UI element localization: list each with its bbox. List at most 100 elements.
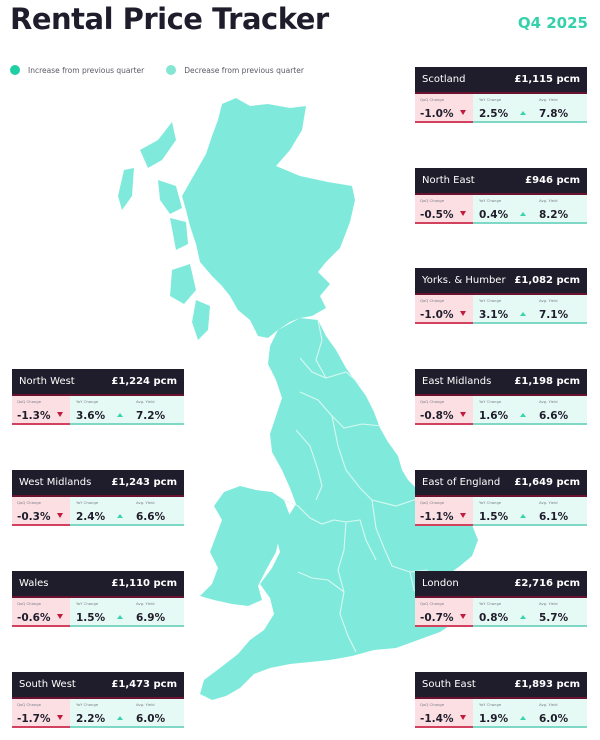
yoy-yield-stats: YoY Change 1.9% Avg. Yield 6.0% (473, 699, 587, 728)
yoy-value: 1.5% (76, 612, 106, 624)
qoq-label: QoQ Change (420, 97, 445, 102)
up-arrow-icon (520, 412, 527, 417)
yield-label: Avg. Yield (539, 298, 558, 303)
down-arrow-icon (57, 715, 64, 720)
yoy-yield-stats: YoY Change 0.8% Avg. Yield 5.7% (473, 598, 587, 627)
region-price: £946 pcm (525, 175, 580, 186)
yoy-yield-stats: YoY Change 1.6% Avg. Yield 6.6% (473, 396, 587, 425)
card-stats: QoQ Change -0.5% YoY Change 0.4% Avg. Yi… (415, 195, 587, 224)
page-title: Rental Price Tracker (10, 2, 329, 36)
region-card-north-east: North East £946 pcm QoQ Change -0.5% YoY… (415, 168, 587, 224)
yield-value: 6.1% (539, 511, 569, 523)
qoq-value: -1.4% (420, 713, 454, 725)
qoq-label: QoQ Change (420, 500, 445, 505)
region-card-south-west: South West £1,473 pcm QoQ Change -1.7% Y… (12, 672, 184, 728)
yoy-value: 2.4% (76, 511, 106, 523)
yoy-label: YoY Change (479, 198, 502, 203)
map-region-england (200, 318, 478, 700)
region-price: £1,110 pcm (111, 578, 177, 589)
yoy-stat: YoY Change 0.8% (479, 601, 539, 625)
yield-value: 6.0% (539, 713, 569, 725)
yield-value: 5.7% (539, 612, 569, 624)
card-stats: QoQ Change -1.0% YoY Change 2.5% Avg. Yi… (415, 94, 587, 123)
yield-value: 6.9% (136, 612, 166, 624)
yoy-yield-stats: YoY Change 2.4% Avg. Yield 6.6% (70, 497, 184, 526)
yoy-stat: YoY Change 1.5% (76, 601, 136, 625)
qoq-value: -1.7% (17, 713, 51, 725)
region-name: Scotland (422, 74, 466, 85)
legend-item-decrease: Decrease from previous quarter (166, 65, 304, 75)
region-name: North East (422, 175, 475, 186)
legend: Increase from previous quarter Decrease … (10, 65, 304, 75)
region-card-north-west: North West £1,224 pcm QoQ Change -1.3% Y… (12, 369, 184, 425)
up-arrow-icon (520, 614, 527, 619)
card-stats: QoQ Change -0.3% YoY Change 2.4% Avg. Yi… (12, 497, 184, 526)
up-arrow-icon (520, 311, 527, 316)
yield-label: Avg. Yield (539, 702, 558, 707)
down-arrow-icon (57, 412, 64, 417)
yield-stat: Avg. Yield 7.1% (539, 298, 587, 322)
yoy-value: 0.4% (479, 209, 509, 221)
legend-item-increase: Increase from previous quarter (10, 65, 144, 75)
card-header: London £2,716 pcm (415, 571, 587, 598)
yield-value: 6.6% (136, 511, 166, 523)
yoy-value: 3.1% (479, 309, 509, 321)
qoq-value: -0.6% (17, 612, 51, 624)
yoy-label: YoY Change (76, 399, 99, 404)
up-arrow-icon (117, 715, 124, 720)
region-name: South West (19, 679, 76, 690)
yield-stat: Avg. Yield 5.7% (539, 601, 587, 625)
yoy-label: YoY Change (479, 298, 502, 303)
yield-label: Avg. Yield (136, 500, 155, 505)
qoq-label: QoQ Change (17, 702, 42, 707)
up-arrow-icon (520, 211, 527, 216)
qoq-value: -0.5% (420, 209, 454, 221)
yoy-stat: YoY Change 3.6% (76, 399, 136, 423)
card-header: Wales £1,110 pcm (12, 571, 184, 598)
card-header: North West £1,224 pcm (12, 369, 184, 396)
yoy-stat: YoY Change 0.4% (479, 198, 539, 222)
yield-label: Avg. Yield (136, 399, 155, 404)
yield-value: 6.0% (136, 713, 166, 725)
card-stats: QoQ Change -0.6% YoY Change 1.5% Avg. Yi… (12, 598, 184, 627)
region-name: East Midlands (422, 376, 492, 387)
yoy-label: YoY Change (479, 500, 502, 505)
region-price: £1,198 pcm (514, 376, 580, 387)
yield-stat: Avg. Yield 8.2% (539, 198, 587, 222)
card-header: South West £1,473 pcm (12, 672, 184, 699)
qoq-stat: QoQ Change -1.0% (415, 94, 473, 123)
card-stats: QoQ Change -0.8% YoY Change 1.6% Avg. Yi… (415, 396, 587, 425)
qoq-stat: QoQ Change -1.0% (415, 295, 473, 324)
card-header: East of England £1,649 pcm (415, 470, 587, 497)
down-arrow-icon (460, 513, 467, 518)
region-price: £1,473 pcm (111, 679, 177, 690)
yield-value: 8.2% (539, 209, 569, 221)
region-card-yorks-humber: Yorks. & Humber £1,082 pcm QoQ Change -1… (415, 268, 587, 324)
yield-label: Avg. Yield (539, 399, 558, 404)
qoq-stat: QoQ Change -0.6% (12, 598, 70, 627)
yoy-label: YoY Change (76, 702, 99, 707)
yoy-stat: YoY Change 1.6% (479, 399, 539, 423)
down-arrow-icon (57, 513, 64, 518)
region-name: West Midlands (19, 477, 92, 488)
qoq-stat: QoQ Change -1.3% (12, 396, 70, 425)
yoy-yield-stats: YoY Change 3.1% Avg. Yield 7.1% (473, 295, 587, 324)
qoq-value: -1.0% (420, 309, 454, 321)
qoq-label: QoQ Change (420, 702, 445, 707)
yoy-value: 3.6% (76, 410, 106, 422)
yoy-yield-stats: YoY Change 2.5% Avg. Yield 7.8% (473, 94, 587, 123)
card-header: West Midlands £1,243 pcm (12, 470, 184, 497)
yoy-value: 1.6% (479, 410, 509, 422)
yoy-yield-stats: YoY Change 1.5% Avg. Yield 6.9% (70, 598, 184, 627)
region-price: £1,893 pcm (514, 679, 580, 690)
card-stats: QoQ Change -1.7% YoY Change 2.2% Avg. Yi… (12, 699, 184, 728)
region-name: Wales (19, 578, 49, 589)
decrease-dot-icon (166, 65, 177, 75)
yoy-value: 2.2% (76, 713, 106, 725)
qoq-value: -1.1% (420, 511, 454, 523)
yield-stat: Avg. Yield 6.6% (136, 500, 184, 524)
region-name: North West (19, 376, 75, 387)
qoq-stat: QoQ Change -1.4% (415, 699, 473, 728)
qoq-stat: QoQ Change -0.5% (415, 195, 473, 224)
region-name: South East (422, 679, 476, 690)
